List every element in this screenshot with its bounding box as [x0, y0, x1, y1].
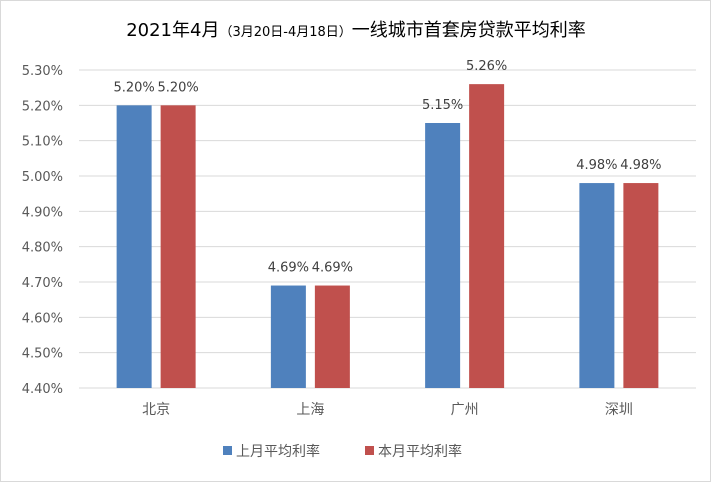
x-tick-label: 深圳: [605, 402, 633, 418]
data-label: 4.98%: [620, 158, 661, 173]
bar: [425, 123, 461, 388]
y-tick-label: 4.60%: [22, 311, 63, 326]
legend-label: 本月平均利率: [378, 443, 462, 460]
y-tick-label: 4.40%: [22, 382, 63, 397]
bar: [270, 285, 306, 388]
bar: [623, 183, 659, 388]
data-label: 5.15%: [422, 98, 463, 113]
x-tick-label: 北京: [142, 402, 170, 418]
legend-swatch: [365, 446, 374, 455]
data-label: 4.69%: [268, 261, 309, 276]
x-tick-label: 广州: [451, 402, 479, 418]
y-tick-label: 5.30%: [22, 64, 63, 79]
y-tick-label: 4.80%: [22, 241, 63, 256]
legend-label: 上月平均利率: [236, 443, 320, 460]
bar: [116, 105, 152, 388]
y-tick-label: 4.90%: [22, 205, 63, 220]
bar: [160, 105, 196, 388]
y-tick-label: 5.00%: [22, 170, 63, 185]
bar: [469, 84, 505, 388]
y-tick-label: 5.20%: [22, 99, 63, 114]
data-label: 5.26%: [466, 59, 507, 74]
data-label: 5.20%: [157, 80, 198, 95]
bar: [314, 285, 350, 388]
legend-swatch: [223, 446, 232, 455]
y-tick-label: 4.70%: [22, 276, 63, 291]
y-tick-label: 4.50%: [22, 347, 63, 362]
data-label: 4.69%: [312, 261, 353, 276]
x-tick-label: 上海: [296, 402, 324, 418]
bar: [579, 183, 615, 388]
data-label: 5.20%: [113, 80, 154, 95]
data-label: 4.98%: [576, 158, 617, 173]
y-tick-label: 5.10%: [22, 135, 63, 150]
chart-title: 2021年4月（3月20日-4月18日）一线城市首套房贷款平均利率: [126, 20, 586, 41]
